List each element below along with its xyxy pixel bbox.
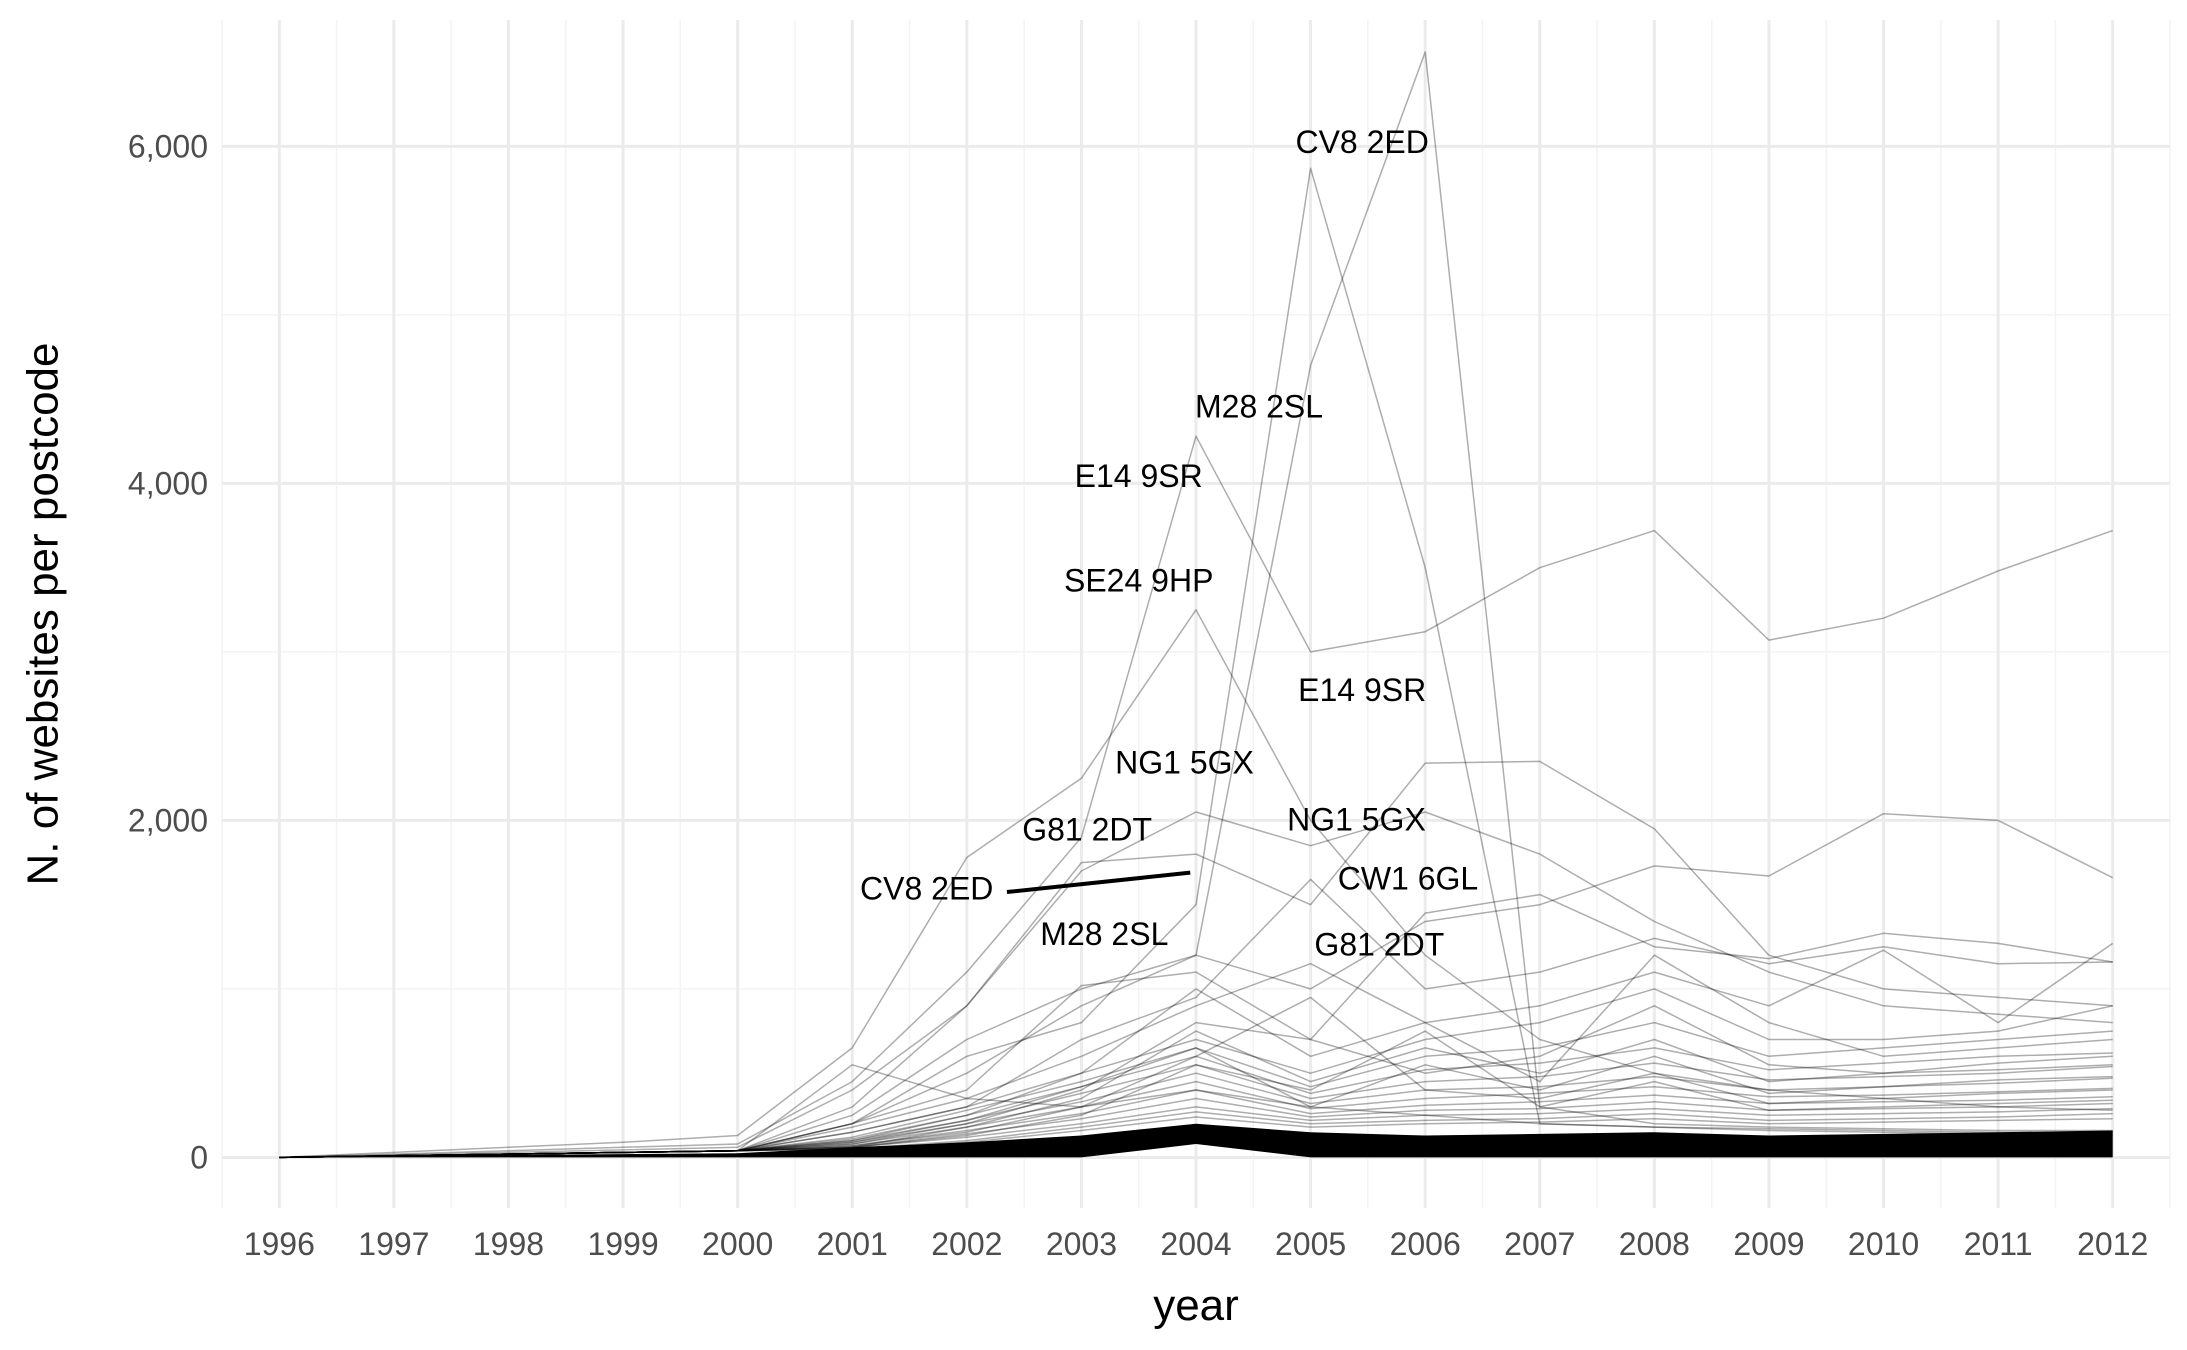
series-line bbox=[279, 988, 2113, 1159]
series-line bbox=[279, 812, 2114, 1159]
annotation-label: SE24 9HP bbox=[1064, 562, 1213, 598]
series-line bbox=[279, 609, 2113, 1159]
annotation-label: G81 2DT bbox=[1314, 926, 1444, 962]
annotation-label: CW1 6GL bbox=[1338, 861, 1478, 897]
x-tick-label: 2008 bbox=[1619, 1226, 1690, 1262]
x-tick-label: 1999 bbox=[587, 1226, 658, 1262]
series-line bbox=[279, 1047, 2113, 1159]
x-tick-label: 2000 bbox=[702, 1226, 773, 1262]
annotation-label: NG1 5GX bbox=[1287, 802, 1426, 838]
x-tick-label: 2003 bbox=[1046, 1226, 1117, 1262]
series-line bbox=[279, 1030, 2113, 1159]
series-line bbox=[279, 1080, 2113, 1159]
series-band bbox=[279, 1123, 2113, 1158]
series-line bbox=[279, 1106, 2113, 1159]
series-line bbox=[279, 1064, 2113, 1159]
tick-labels: 1996 1997 1998 1999 2000 2001 2002 2003 2004 2005… bbox=[128, 128, 2148, 1262]
highlight-line bbox=[1006, 870, 1191, 895]
grid bbox=[221, 20, 2171, 1208]
series-line bbox=[279, 760, 2113, 1159]
x-tick-label: 2007 bbox=[1504, 1226, 1575, 1262]
series-line bbox=[279, 1072, 2113, 1159]
series-line bbox=[279, 435, 2113, 1159]
annotation-label: CV8 2ED bbox=[1295, 124, 1428, 160]
series-line bbox=[279, 811, 2113, 1159]
x-tick-label: 1996 bbox=[244, 1226, 315, 1262]
annotations: CV8 2ED M28 2SL E14 9SR SE24 9HP E14 9SR NG1 … bbox=[860, 124, 1478, 962]
series-line bbox=[279, 1047, 2113, 1159]
y-axis-title: N. of websites per postcode bbox=[19, 343, 68, 886]
series-line bbox=[279, 1021, 2113, 1159]
series-line bbox=[279, 1097, 2113, 1159]
series-line bbox=[279, 1005, 2113, 1159]
annotation-label: M28 2SL bbox=[1040, 916, 1168, 952]
annotation-label: E14 9SR bbox=[1075, 458, 1203, 494]
x-tick-label: 2004 bbox=[1160, 1226, 1231, 1262]
dense-series-band bbox=[279, 1123, 2113, 1158]
y-tick-label: 4,000 bbox=[128, 465, 208, 501]
series-line bbox=[279, 954, 2113, 1159]
highlight-series bbox=[1006, 870, 1191, 895]
annotation-label: G81 2DT bbox=[1022, 812, 1152, 848]
x-tick-label: 2009 bbox=[1733, 1226, 1804, 1262]
series-lines bbox=[279, 51, 2114, 1159]
y-tick-label: 6,000 bbox=[128, 128, 208, 164]
y-tick-label: 0 bbox=[190, 1139, 208, 1175]
annotation-label: E14 9SR bbox=[1298, 672, 1426, 708]
series-line bbox=[279, 1062, 2113, 1159]
x-tick-label: 1997 bbox=[358, 1226, 429, 1262]
x-tick-label: 2010 bbox=[1848, 1226, 1919, 1262]
series-line bbox=[279, 167, 2113, 1159]
x-tick-label: 1998 bbox=[473, 1226, 544, 1262]
series-line bbox=[279, 878, 2113, 1159]
annotation-label: M28 2SL bbox=[1195, 389, 1323, 425]
series-line bbox=[279, 1116, 2113, 1159]
series-line bbox=[279, 1111, 2113, 1159]
x-tick-label: 2001 bbox=[817, 1226, 888, 1262]
x-tick-label: 2002 bbox=[931, 1226, 1002, 1262]
y-tick-label: 2,000 bbox=[128, 802, 208, 838]
series-line bbox=[279, 51, 2113, 1159]
series-line bbox=[279, 893, 2113, 1159]
annotation-label: NG1 5GX bbox=[1115, 744, 1254, 780]
series-line bbox=[279, 1030, 2113, 1159]
x-tick-label: 2006 bbox=[1390, 1226, 1461, 1262]
annotation-label: CV8 2ED bbox=[860, 871, 993, 907]
x-tick-label: 2011 bbox=[1964, 1226, 2033, 1262]
x-tick-label: 2012 bbox=[2077, 1226, 2148, 1262]
series-line bbox=[279, 942, 2114, 1159]
series-line bbox=[279, 1089, 2113, 1159]
x-tick-label: 2005 bbox=[1275, 1226, 1346, 1262]
x-axis-title: year bbox=[1153, 1281, 1239, 1330]
series-line bbox=[279, 996, 2113, 1159]
